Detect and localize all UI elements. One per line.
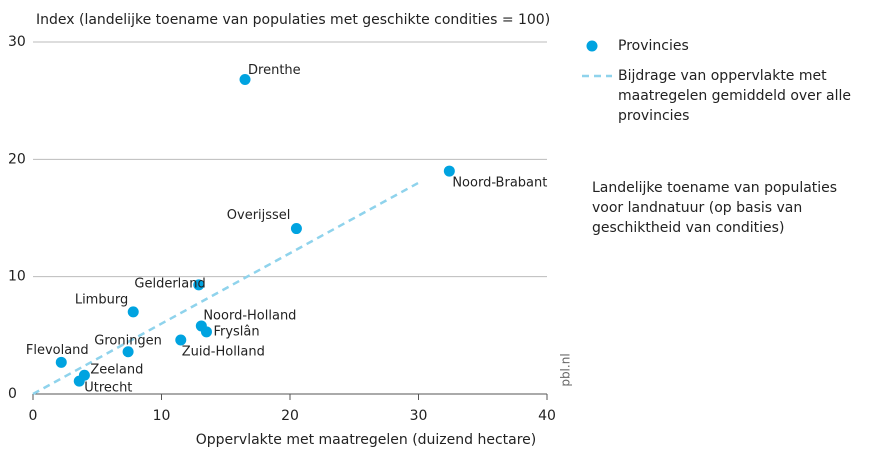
legend-item: Provincies — [578, 36, 868, 62]
point — [55, 356, 67, 368]
y-tick-label: 30 — [8, 34, 26, 50]
point-label: Limburg — [75, 292, 128, 307]
legend-label: Bijdrage van oppervlakte met maatregelen… — [618, 68, 851, 124]
x-tick-label: 40 — [538, 408, 556, 424]
y-tick-label: 20 — [8, 151, 26, 167]
note: Landelijke toename van populaties voor l… — [592, 180, 838, 236]
x-tick-label: 10 — [153, 408, 171, 424]
point-label: Utrecht — [84, 381, 132, 396]
point-label: Gelderland — [134, 276, 205, 291]
point-label: Drenthe — [248, 63, 301, 78]
legend-symbol — [578, 36, 618, 62]
point — [443, 165, 455, 177]
point — [122, 346, 134, 358]
legend-label: Provincies — [618, 38, 689, 54]
point-label: Groningen — [94, 333, 162, 348]
point — [127, 306, 139, 318]
legend-symbol — [578, 66, 618, 126]
y-tick-label: 0 — [8, 386, 17, 402]
point — [193, 279, 205, 291]
point — [73, 375, 85, 387]
x-tick-label: 20 — [281, 408, 299, 424]
point-label: Overijssel — [227, 208, 291, 223]
point — [175, 334, 187, 346]
trend-line — [32, 181, 420, 396]
x-tick-label: 0 — [29, 408, 38, 424]
point — [200, 326, 212, 338]
point — [290, 223, 302, 235]
x-tick-label: 30 — [410, 408, 428, 424]
y-axis-label: Index (landelijke toename van populaties… — [36, 12, 550, 28]
point-label: Zuid-Holland — [182, 345, 265, 360]
point-label: Noord-Brabant — [452, 176, 547, 191]
point — [239, 74, 251, 86]
point-label: Noord-Holland — [203, 308, 296, 323]
legend-item: Bijdrage van oppervlakte met maatregelen… — [578, 66, 868, 126]
legend: Provincies Bijdrage van oppervlakte met … — [578, 36, 868, 130]
legend-marker — [586, 40, 598, 52]
point-label: Flevoland — [26, 343, 89, 358]
point-label: Zeeland — [90, 363, 143, 378]
y-tick-label: 10 — [8, 269, 26, 285]
source: pbl.nl — [559, 353, 573, 386]
x-axis-label: Oppervlakte met maatregelen (duizend hec… — [196, 432, 537, 448]
point-label: Fryslân — [213, 324, 259, 339]
